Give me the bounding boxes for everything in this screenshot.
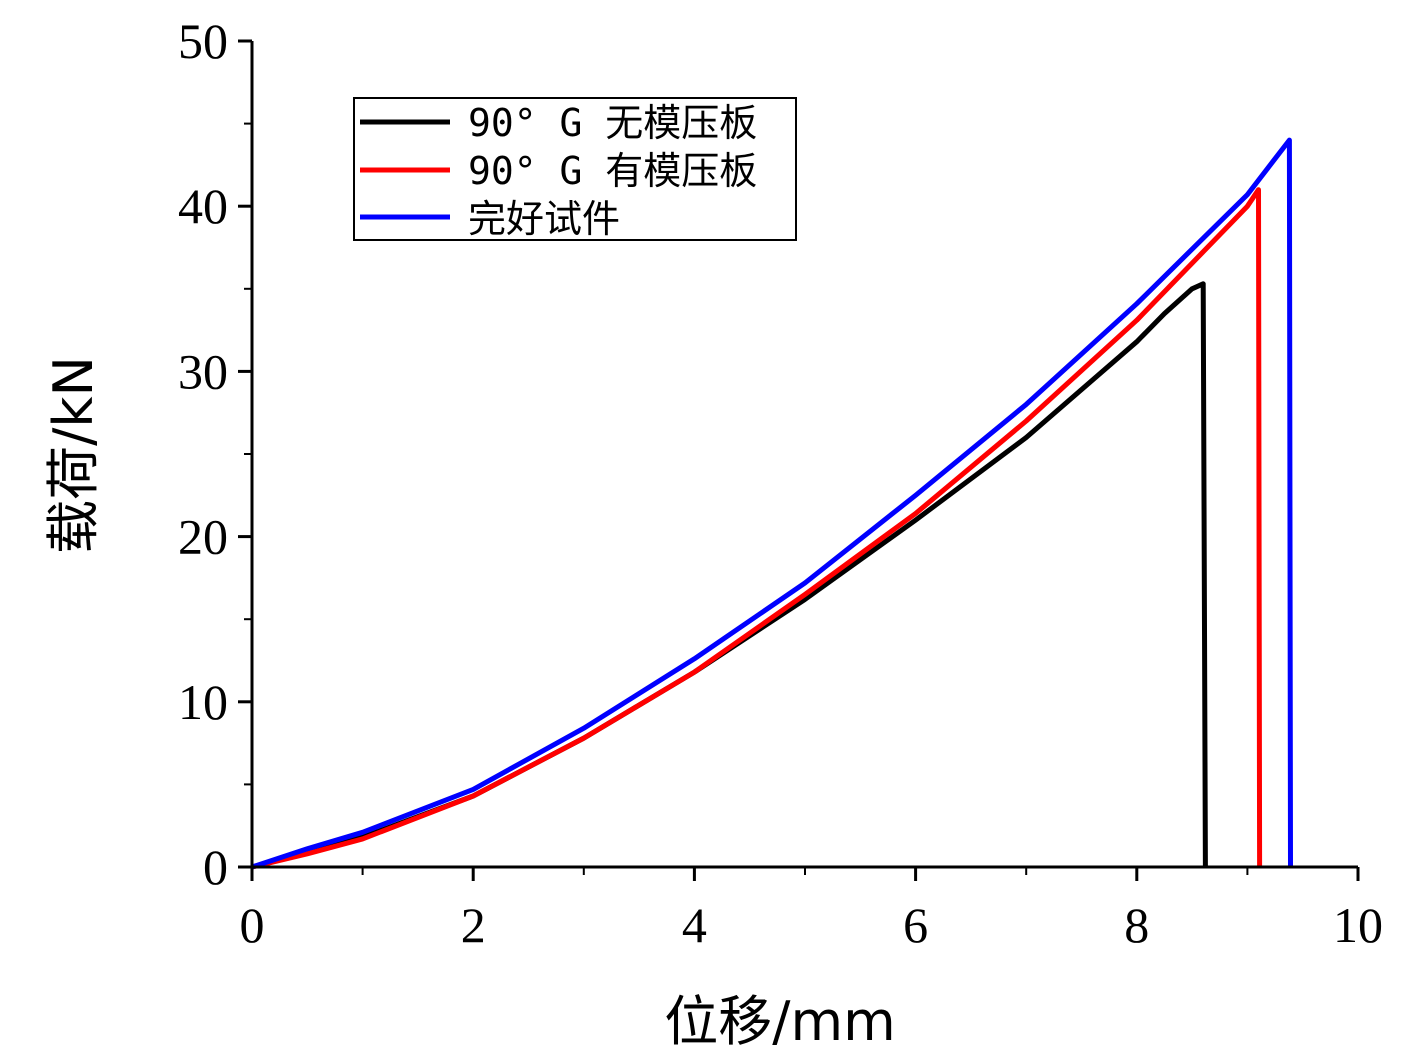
- y-tick-label: 30: [178, 343, 228, 399]
- y-axis-title: 载荷/kN: [42, 356, 105, 554]
- series-layer: [251, 137, 1293, 870]
- ticks-layer: 0 2 4 6 8 10 0 10 20 30 40 50: [178, 13, 1383, 953]
- y-tick-label: 20: [178, 509, 228, 565]
- legend-label: 90° G 有模压板: [468, 149, 757, 193]
- legend-label: 完好试件: [468, 197, 620, 241]
- x-tick-label: 8: [1124, 897, 1149, 953]
- legend-label: 90° G 无模压板: [468, 101, 757, 145]
- x-tick-label: 0: [240, 897, 265, 953]
- y-tick-label: 40: [178, 178, 228, 234]
- y-tick-label: 0: [203, 839, 228, 895]
- x-tick-label: 6: [903, 897, 928, 953]
- y-tick-label: 50: [178, 13, 228, 69]
- series-line: [251, 137, 1293, 870]
- x-tick-label: 10: [1333, 897, 1383, 953]
- x-axis-title: 位移/mm: [664, 990, 895, 1053]
- series-line: [251, 187, 1263, 870]
- x-tick-label: 4: [682, 897, 707, 953]
- y-tick-label: 10: [178, 674, 228, 730]
- legend: 90° G 无模压板 90° G 有模压板 完好试件: [353, 97, 797, 241]
- x-tick-label: 2: [461, 897, 486, 953]
